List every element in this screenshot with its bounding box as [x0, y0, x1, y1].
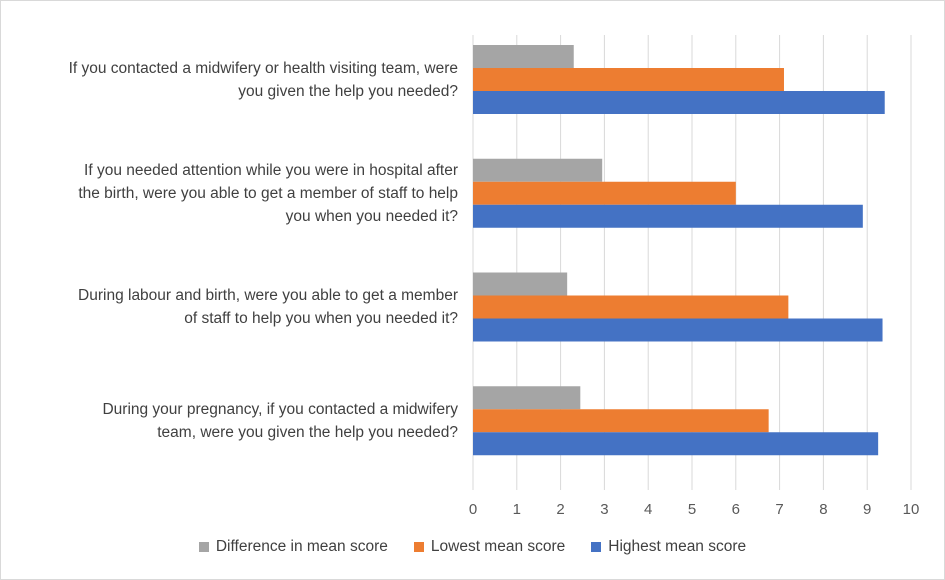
bar-lowest-2: [473, 181, 736, 205]
legend-swatch-lowest: [413, 542, 424, 552]
category-label: During your pregnancy, if you contacted …: [102, 400, 458, 441]
legend-item-highest: Highest mean score: [591, 538, 746, 556]
bar-lowest-1: [473, 68, 784, 91]
x-tick-label: 2: [556, 501, 564, 518]
category-label: If you needed attention while you were i…: [78, 161, 458, 225]
legend-swatch-highest: [591, 542, 602, 552]
legend-label-highest: Highest mean score: [608, 538, 747, 555]
x-tick-label: 8: [819, 501, 827, 518]
x-tick-label: 6: [732, 501, 740, 518]
bar-highest-3: [473, 318, 883, 342]
category-label: During labour and birth, were you able t…: [78, 287, 458, 327]
x-tick-label: 1: [513, 501, 521, 518]
bar-lowest-4: [473, 409, 769, 433]
legend-item-difference: Difference in mean score: [198, 538, 388, 556]
x-tick-label: 4: [644, 501, 652, 518]
bar-lowest-3: [473, 295, 789, 319]
x-tick-label: 0: [469, 501, 477, 518]
bar-difference-3: [473, 272, 568, 296]
bar-highest-1: [473, 91, 885, 114]
legend-swatch-difference: [198, 542, 209, 552]
x-tick-label: 9: [863, 501, 871, 518]
legend-label-lowest: Lowest mean score: [430, 538, 566, 555]
bar-difference-1: [473, 45, 574, 68]
bar-difference-4: [473, 386, 581, 410]
x-tick-label: 7: [775, 501, 783, 518]
bar-highest-2: [473, 204, 863, 228]
bar-difference-2: [473, 158, 603, 182]
x-tick-label: 5: [688, 501, 696, 518]
bar-highest-4: [473, 432, 879, 456]
legend-item-lowest: Lowest mean score: [413, 538, 566, 556]
category-label: If you contacted a midwifery or health v…: [68, 59, 458, 100]
x-tick-label: 3: [600, 501, 608, 518]
chart-legend: Difference in mean score Lowest mean sco…: [0, 538, 945, 556]
legend-label-difference: Difference in mean score: [215, 538, 388, 555]
x-tick-label: 10: [903, 501, 920, 518]
